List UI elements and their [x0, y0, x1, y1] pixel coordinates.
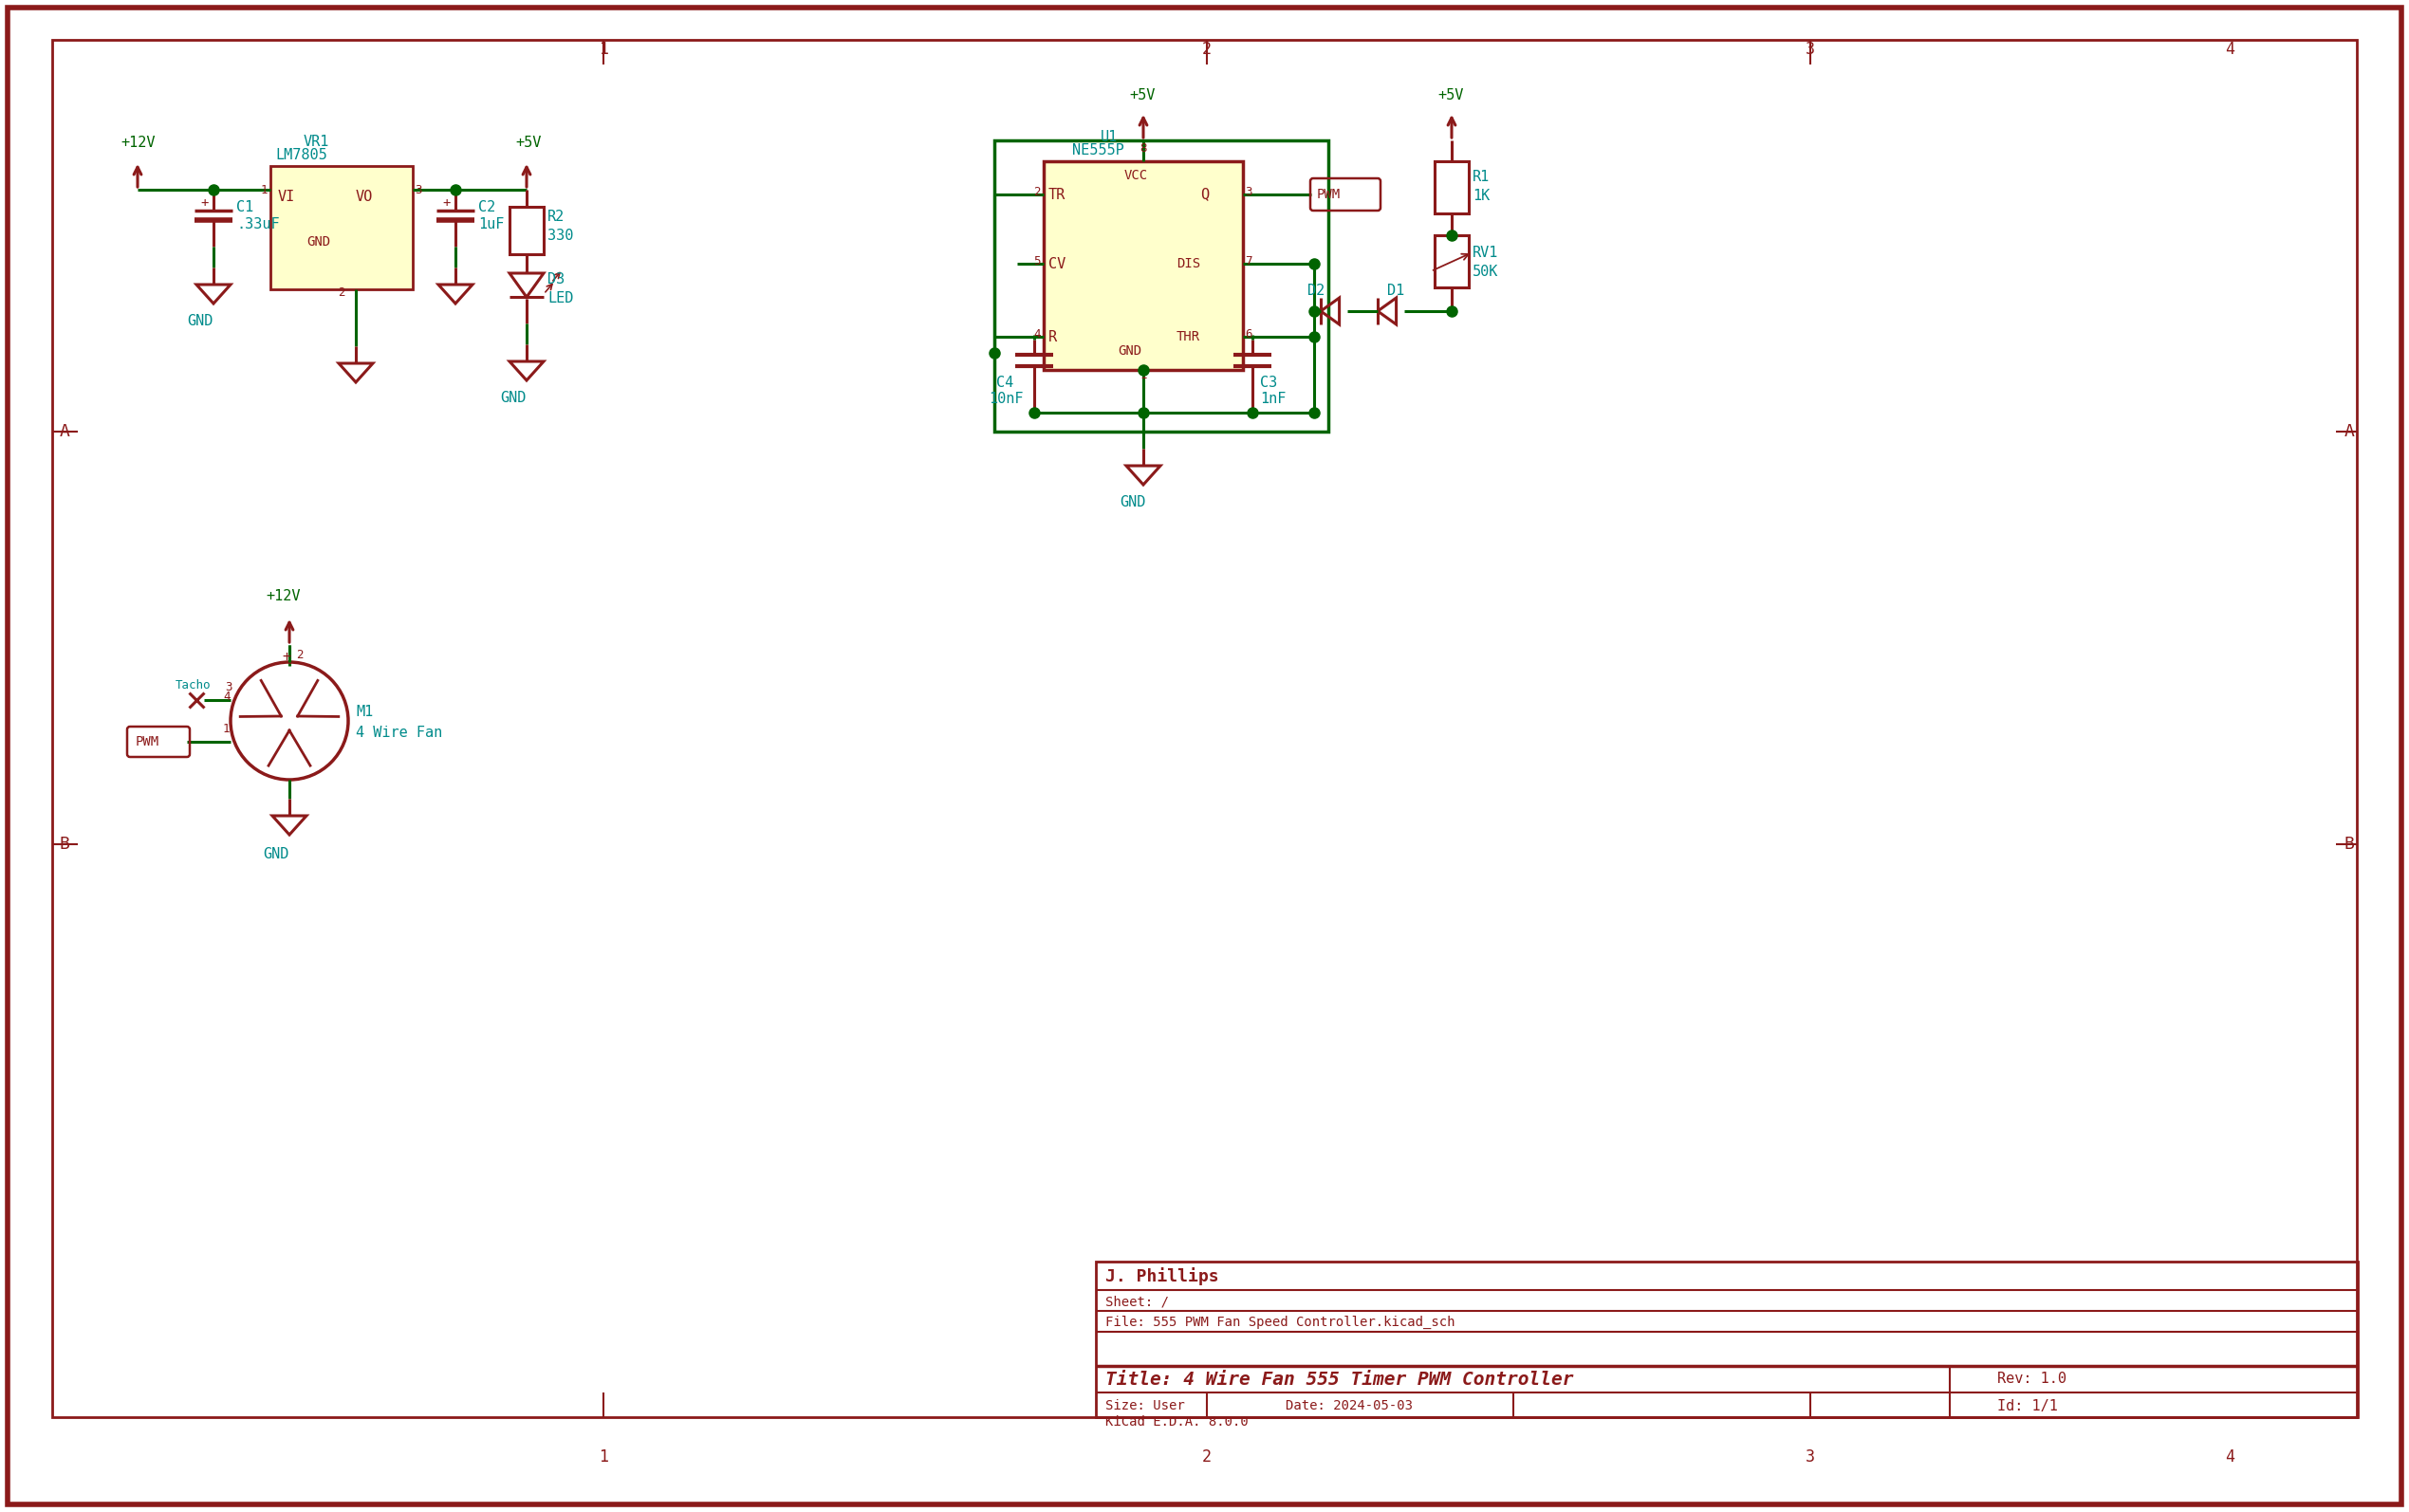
Text: 2: 2: [337, 286, 344, 298]
Text: A: A: [60, 423, 70, 440]
Text: 3: 3: [1807, 1448, 1814, 1465]
Text: Sheet: /: Sheet: /: [1106, 1294, 1168, 1308]
Text: 2: 2: [1033, 186, 1041, 198]
Text: 1: 1: [260, 183, 267, 197]
Text: 1: 1: [600, 41, 607, 57]
Text: GND: GND: [188, 313, 212, 328]
Text: +: +: [200, 197, 207, 210]
Text: 4: 4: [224, 689, 231, 703]
Text: C3: C3: [1260, 375, 1277, 390]
Text: GND: GND: [306, 236, 330, 248]
Text: D3: D3: [547, 272, 564, 286]
Text: VO: VO: [357, 189, 373, 204]
Text: 1: 1: [1139, 369, 1147, 381]
Text: D1: D1: [1388, 283, 1404, 298]
Text: +12V: +12V: [120, 135, 154, 150]
Text: B: B: [2344, 836, 2354, 853]
Text: 4 Wire Fan: 4 Wire Fan: [357, 726, 443, 739]
Text: U1: U1: [1101, 130, 1118, 144]
Text: 2: 2: [296, 649, 304, 661]
Text: J. Phillips: J. Phillips: [1106, 1267, 1219, 1285]
Text: VR1: VR1: [304, 135, 330, 148]
Text: .33uF: .33uF: [236, 216, 279, 231]
Text: DIS: DIS: [1176, 257, 1200, 271]
Text: +5V: +5V: [1438, 88, 1462, 101]
Text: +: +: [282, 649, 291, 664]
Text: GND: GND: [1120, 494, 1147, 510]
Text: KiCad E.D.A. 8.0.0: KiCad E.D.A. 8.0.0: [1106, 1415, 1248, 1429]
Text: Title: 4 Wire Fan 555 Timer PWM Controller: Title: 4 Wire Fan 555 Timer PWM Controll…: [1106, 1370, 1573, 1388]
Text: Date: 2024-05-03: Date: 2024-05-03: [1286, 1399, 1412, 1412]
Text: R: R: [1048, 330, 1058, 343]
Text: NE555P: NE555P: [1072, 142, 1125, 157]
Text: 1nF: 1nF: [1260, 392, 1286, 405]
Text: +12V: +12V: [265, 588, 301, 603]
Text: +5V: +5V: [516, 135, 542, 150]
Text: 7: 7: [1245, 254, 1253, 268]
Text: D2: D2: [1308, 283, 1325, 298]
Text: VI: VI: [277, 189, 296, 204]
Text: 1: 1: [600, 1448, 607, 1465]
Text: PWM: PWM: [135, 735, 159, 748]
Text: 10nF: 10nF: [988, 392, 1024, 405]
Text: Size: User: Size: User: [1106, 1399, 1185, 1412]
Text: 330: 330: [547, 228, 573, 242]
Bar: [1096, 1261, 2358, 1417]
Text: CV: CV: [1048, 257, 1065, 271]
Text: C1: C1: [236, 200, 253, 213]
Text: GND: GND: [263, 847, 289, 860]
Text: GND: GND: [1118, 345, 1142, 358]
Text: 50K: 50K: [1472, 265, 1498, 278]
Text: C2: C2: [479, 200, 496, 213]
Text: LED: LED: [547, 290, 573, 305]
Text: 4: 4: [2226, 41, 2236, 57]
Text: Q: Q: [1200, 187, 1209, 201]
Text: GND: GND: [501, 390, 525, 405]
Bar: [511, 207, 544, 254]
Text: 1K: 1K: [1472, 189, 1489, 203]
Text: 8: 8: [1139, 142, 1147, 154]
Text: 3: 3: [1245, 186, 1253, 198]
Text: VCC: VCC: [1125, 169, 1149, 181]
Text: 1uF: 1uF: [479, 216, 503, 231]
Text: 4: 4: [2226, 1448, 2236, 1465]
Text: B: B: [60, 836, 70, 853]
Text: THR: THR: [1176, 330, 1200, 343]
Text: +: +: [443, 197, 450, 210]
Text: C4: C4: [997, 375, 1014, 390]
Bar: [1436, 236, 1469, 287]
Text: 3: 3: [414, 183, 422, 197]
Text: Id: 1/1: Id: 1/1: [1997, 1399, 2057, 1412]
Text: Rev: 1.0: Rev: 1.0: [1997, 1371, 2067, 1387]
Text: +5V: +5V: [1130, 88, 1154, 101]
Text: File: 555 PWM Fan Speed Controller.kicad_sch: File: 555 PWM Fan Speed Controller.kicad…: [1106, 1315, 1455, 1329]
Text: A: A: [2344, 423, 2354, 440]
Bar: [995, 141, 1327, 431]
Text: 2: 2: [1202, 41, 1212, 57]
Text: 4: 4: [1033, 328, 1041, 340]
Bar: [1043, 162, 1243, 370]
Text: 3: 3: [1807, 41, 1814, 57]
Text: R1: R1: [1472, 169, 1489, 183]
Text: 2: 2: [1202, 1448, 1212, 1465]
Text: R2: R2: [547, 209, 564, 224]
Text: PWM: PWM: [1318, 187, 1342, 201]
Text: M1: M1: [357, 705, 373, 718]
Bar: [270, 166, 412, 289]
Text: RV1: RV1: [1472, 245, 1498, 260]
Text: Tacho: Tacho: [176, 679, 212, 691]
Text: TR: TR: [1048, 187, 1065, 201]
Text: 5: 5: [1033, 254, 1041, 268]
Text: 3: 3: [224, 680, 231, 692]
Text: 6: 6: [1245, 328, 1253, 340]
Text: LM7805: LM7805: [275, 148, 328, 162]
Text: 1: 1: [224, 723, 231, 735]
Bar: [1436, 162, 1469, 213]
